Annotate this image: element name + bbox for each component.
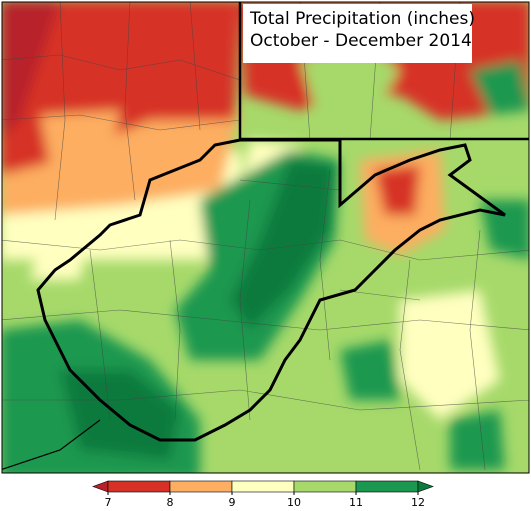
map-title: Total Precipitation (inches) [249, 9, 475, 29]
legend-arrow [92, 480, 109, 493]
field-zone [30, 230, 90, 280]
state-border [2, 419, 101, 470]
field-zone [230, 160, 335, 330]
field-zone [2, 2, 60, 138]
legend-tick-label: 7 [105, 496, 112, 509]
legend-swatch [293, 480, 357, 493]
legend-tick-label: 11 [349, 496, 363, 509]
map-frame [1, 1, 530, 474]
legend-tick-label: 10 [287, 496, 301, 509]
legend-tick-label: 9 [229, 496, 236, 509]
field-zone [480, 200, 529, 260]
state-outline [36, 138, 506, 442]
legend-swatch [169, 480, 233, 493]
field-zone [375, 165, 420, 215]
legend-tick-label: 12 [411, 496, 425, 509]
field-zone [470, 60, 529, 115]
color-legend: 7 8 9 10 11 12 [92, 480, 434, 509]
field-zone [400, 290, 500, 420]
legend-swatch [355, 480, 419, 493]
map-field [2, 2, 529, 473]
title-box [243, 4, 472, 63]
legend-tick-label: 8 [167, 496, 174, 509]
county-lines [2, 2, 529, 471]
field-zone [40, 110, 120, 165]
map-subtitle: October - December 2014 [250, 31, 472, 51]
legend-swatch [231, 480, 295, 493]
field-zone [340, 340, 400, 400]
legend-swatch [107, 480, 171, 493]
legend-arrow [417, 480, 434, 493]
field-zone [450, 410, 505, 470]
